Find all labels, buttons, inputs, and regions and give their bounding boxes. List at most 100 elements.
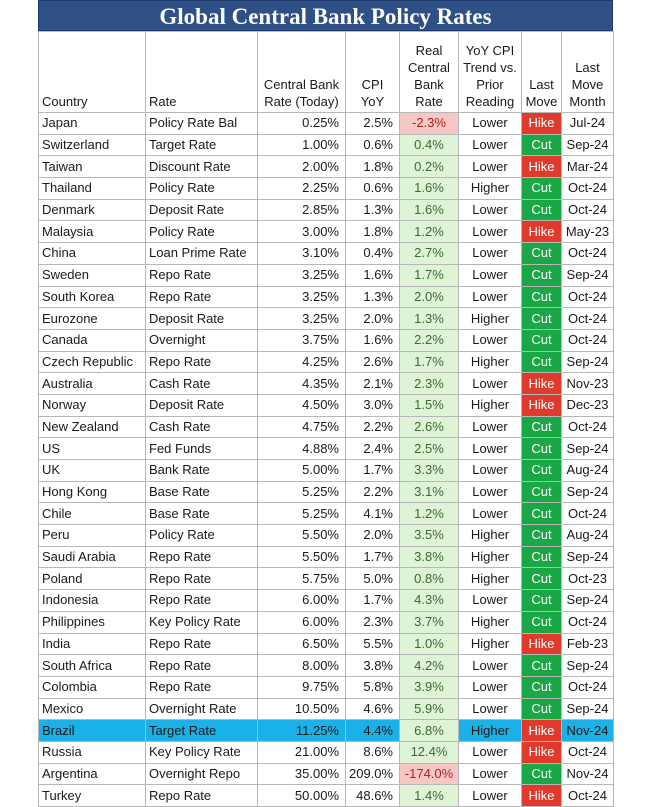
- last-move-month-cell: Dec-23: [561, 393, 614, 417]
- country-cell: Canada: [38, 328, 146, 352]
- last-move-month-cell: Sep-24: [561, 263, 614, 287]
- last-move-badge: Cut: [521, 437, 562, 460]
- cb-rate-cell: 4.35%: [257, 372, 346, 395]
- last-move-month-cell: Oct-24: [561, 242, 614, 265]
- country-cell: Philippines: [38, 610, 146, 634]
- last-move-badge: Cut: [521, 654, 562, 677]
- real-rate-cell: 6.8%: [399, 719, 459, 742]
- last-move-badge: Cut: [521, 589, 562, 612]
- policy-rates-table-container: Global Central Bank Policy Rates Country…: [38, 0, 614, 807]
- cpi-cell: 4.4%: [345, 719, 400, 742]
- cb-rate-cell: 4.75%: [257, 415, 346, 439]
- rate-type-cell: Fed Funds: [145, 437, 258, 460]
- cb-rate-cell: 5.50%: [257, 545, 346, 569]
- cpi-trend-cell: Lower: [458, 480, 522, 504]
- rate-type-cell: Repo Rate: [145, 350, 258, 374]
- table-row: Eurozone Deposit Rate 3.25% 2.0% 1.3% Higher C…: [38, 307, 614, 330]
- real-rate-cell: -174.0%: [399, 762, 459, 786]
- cpi-trend-cell: Lower: [458, 415, 522, 439]
- country-cell: Malaysia: [38, 220, 146, 244]
- country-cell: UK: [38, 459, 146, 482]
- cb-rate-cell: 9.75%: [257, 675, 346, 699]
- header-country: Country: [38, 31, 146, 113]
- country-cell: South Africa: [38, 654, 146, 677]
- cpi-trend-cell: Higher: [458, 567, 522, 591]
- cb-rate-cell: 0.25%: [257, 112, 346, 135]
- cb-rate-cell: 3.10%: [257, 242, 346, 265]
- cb-rate-cell: 3.00%: [257, 220, 346, 244]
- country-cell: Turkey: [38, 784, 146, 807]
- last-move-badge: Cut: [521, 307, 562, 330]
- last-move-month-cell: May-23: [561, 220, 614, 244]
- rate-type-cell: Key Policy Rate: [145, 610, 258, 634]
- cpi-cell: 48.6%: [345, 784, 400, 807]
- cb-rate-cell: 3.75%: [257, 328, 346, 352]
- last-move-badge: Cut: [521, 350, 562, 374]
- real-rate-cell: 3.3%: [399, 459, 459, 482]
- rate-type-cell: Deposit Rate: [145, 307, 258, 330]
- cpi-cell: 4.1%: [345, 502, 400, 526]
- table-row: Saudi Arabia Repo Rate 5.50% 1.7% 3.8% Higher…: [38, 545, 614, 569]
- cpi-cell: 1.3%: [345, 198, 400, 222]
- cpi-trend-cell: Lower: [458, 502, 522, 526]
- cpi-cell: 2.6%: [345, 350, 400, 374]
- real-rate-cell: 2.0%: [399, 285, 459, 309]
- cpi-trend-cell: Lower: [458, 784, 522, 807]
- last-move-badge: Cut: [521, 328, 562, 352]
- table-row: South Korea Repo Rate 3.25% 1.3% 2.0% Lower Cu…: [38, 285, 614, 309]
- last-move-month-cell: Sep-24: [561, 654, 614, 677]
- cpi-trend-cell: Lower: [458, 112, 522, 135]
- table-row: Peru Policy Rate 5.50% 2.0% 3.5% Higher Cut Aug…: [38, 524, 614, 547]
- rate-type-cell: Policy Rate Bal: [145, 112, 258, 135]
- cpi-cell: 209.0%: [345, 762, 400, 786]
- policy-rates-table: Country Rate Central Bank Rate (Today) C…: [38, 31, 614, 807]
- table-row: Poland Repo Rate 5.75% 5.0% 0.8% Higher Cut Oct…: [38, 567, 614, 591]
- last-move-month-cell: Oct-24: [561, 740, 614, 764]
- cpi-trend-cell: Higher: [458, 307, 522, 330]
- last-move-month-cell: Sep-24: [561, 133, 614, 157]
- cpi-cell: 0.4%: [345, 242, 400, 265]
- cb-rate-cell: 10.50%: [257, 697, 346, 721]
- real-rate-cell: 2.5%: [399, 437, 459, 460]
- cb-rate-cell: 6.50%: [257, 632, 346, 656]
- cpi-trend-cell: Higher: [458, 545, 522, 569]
- last-move-badge: Cut: [521, 177, 562, 200]
- cpi-cell: 5.8%: [345, 675, 400, 699]
- last-move-month-cell: Sep-24: [561, 697, 614, 721]
- table-row: Australia Cash Rate 4.35% 2.1% 2.3% Lower Hike…: [38, 372, 614, 395]
- country-cell: South Korea: [38, 285, 146, 309]
- country-cell: US: [38, 437, 146, 460]
- real-rate-cell: 3.5%: [399, 524, 459, 547]
- cpi-cell: 2.3%: [345, 610, 400, 634]
- table-row: Sweden Repo Rate 3.25% 1.6% 1.7% Lower Cut Sep-…: [38, 263, 614, 287]
- cb-rate-cell: 3.25%: [257, 307, 346, 330]
- table-title: Global Central Bank Policy Rates: [38, 0, 613, 31]
- country-cell: Argentina: [38, 762, 146, 786]
- cb-rate-cell: 2.00%: [257, 155, 346, 179]
- real-rate-cell: 1.0%: [399, 632, 459, 656]
- rate-type-cell: Overnight: [145, 328, 258, 352]
- country-cell: Russia: [38, 740, 146, 764]
- last-move-month-cell: Aug-24: [561, 524, 614, 547]
- real-rate-cell: 1.2%: [399, 220, 459, 244]
- last-move-badge: Hike: [521, 112, 562, 135]
- table-row: Canada Overnight 3.75% 1.6% 2.2% Lower Cut Oct-…: [38, 328, 614, 352]
- cb-rate-cell: 4.88%: [257, 437, 346, 460]
- rate-type-cell: Overnight Rate: [145, 697, 258, 721]
- last-move-badge: Hike: [521, 784, 562, 807]
- country-cell: Thailand: [38, 177, 146, 200]
- cpi-trend-cell: Lower: [458, 328, 522, 352]
- cpi-trend-cell: Higher: [458, 632, 522, 656]
- cb-rate-cell: 5.25%: [257, 480, 346, 504]
- table-row: Mexico Overnight Rate 10.50% 4.6% 5.9% Lower C…: [38, 697, 614, 721]
- cpi-cell: 8.6%: [345, 740, 400, 764]
- table-row: Denmark Deposit Rate 2.85% 1.3% 1.6% Lower Cut…: [38, 198, 614, 222]
- last-move-badge: Hike: [521, 632, 562, 656]
- cpi-trend-cell: Lower: [458, 155, 522, 179]
- rate-type-cell: Target Rate: [145, 133, 258, 157]
- last-move-month-cell: Nov-24: [561, 762, 614, 786]
- table-row: Malaysia Policy Rate 3.00% 1.8% 1.2% Lower Hik…: [38, 220, 614, 244]
- rate-type-cell: Repo Rate: [145, 589, 258, 612]
- rate-type-cell: Repo Rate: [145, 632, 258, 656]
- table-row: Japan Policy Rate Bal 0.25% 2.5% -2.3% Lower H…: [38, 112, 614, 135]
